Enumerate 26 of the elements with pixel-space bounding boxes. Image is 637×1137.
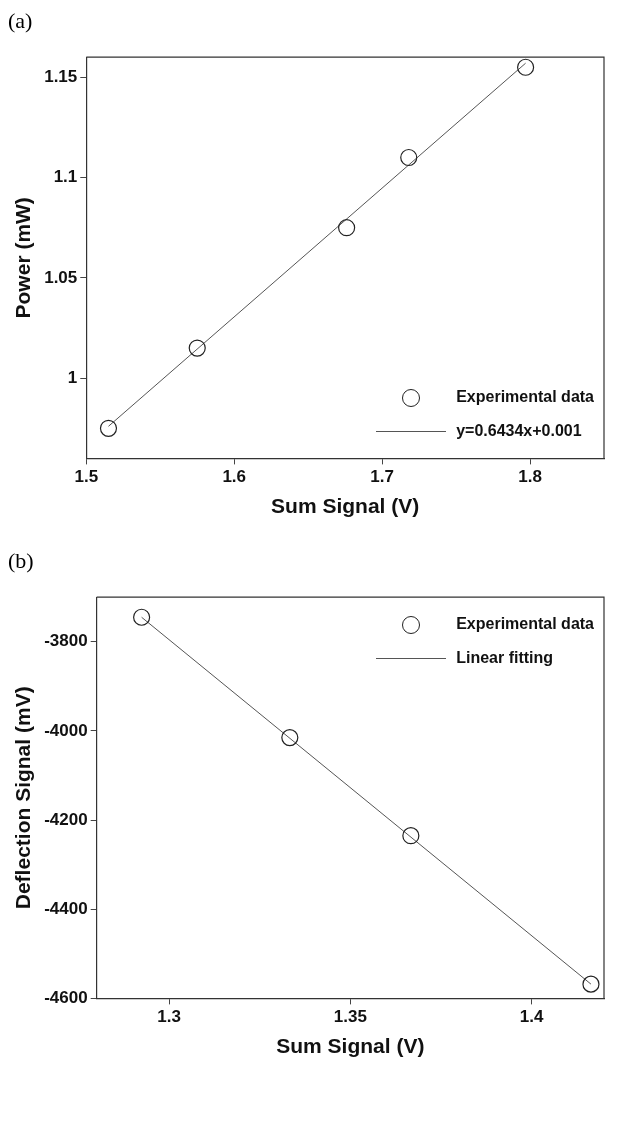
y-tick-label: -3800 (44, 631, 88, 651)
legend-label: Linear fitting (456, 649, 554, 668)
x-tick-label: 1.7 (370, 467, 394, 487)
chart-title: (b) (8, 548, 35, 574)
y-tick-label: -4200 (44, 809, 88, 829)
y-tick-label: -4000 (44, 720, 88, 740)
x-tick-label: 1.6 (222, 467, 247, 487)
y-axis-title: Deflection Signal (mV) (11, 686, 35, 910)
x-tick-label: 1.3 (157, 1007, 181, 1027)
chart-title: (a) (8, 8, 34, 34)
y-tick-label: -4600 (44, 988, 88, 1008)
x-tick-label: 1.5 (74, 467, 99, 487)
x-axis-title: Sum Signal (V) (276, 1034, 425, 1058)
x-tick-label: 1.35 (333, 1007, 367, 1027)
y-tick-label: -4400 (44, 898, 88, 918)
x-tick-label: 1.8 (518, 467, 542, 487)
y-tick-label: 1.05 (44, 267, 78, 287)
legend-label: Experimental data (456, 388, 594, 407)
y-tick-label: 1.1 (53, 167, 78, 187)
x-tick-label: 1.4 (519, 1007, 544, 1027)
y-tick-label: 1.15 (44, 66, 78, 86)
legend-label: y=0.6434x+0.001 (456, 422, 582, 441)
legend-label: Experimental data (456, 615, 594, 634)
y-axis-title: Power (mW) (11, 197, 35, 319)
y-tick-label: 1 (67, 367, 78, 387)
x-axis-title: Sum Signal (V) (271, 494, 420, 518)
